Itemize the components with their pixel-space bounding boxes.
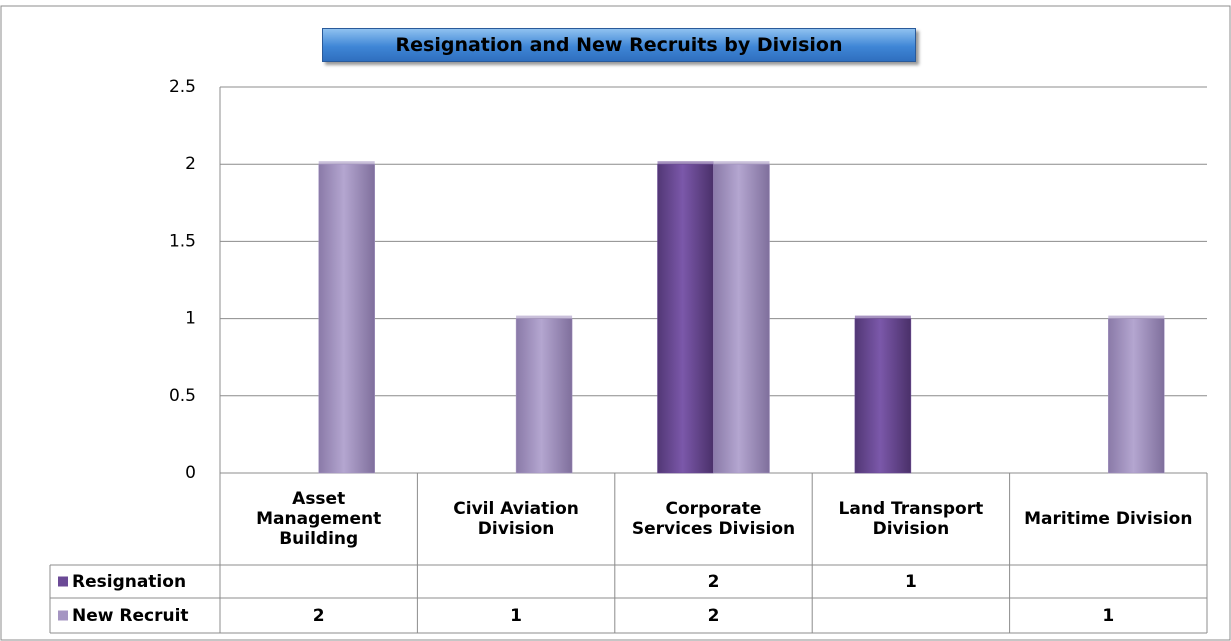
chart-title: Resignation and New Recruits by Division: [322, 28, 916, 62]
bar-top: [516, 315, 573, 319]
table-value: 2: [707, 605, 720, 626]
bar-top: [854, 315, 911, 319]
bar: [854, 318, 912, 474]
x-tick-label: Civil Aviation Division: [453, 499, 579, 539]
table-value: 1: [904, 571, 917, 592]
bar: [318, 163, 375, 474]
y-tick-label: 1: [185, 309, 196, 329]
y-tick-label: 2: [185, 154, 196, 174]
y-tick-label: 0.5: [169, 386, 196, 406]
bar-top: [713, 161, 770, 165]
y-tick-label: 2.5: [169, 77, 196, 97]
bar: [1108, 318, 1165, 474]
x-tick-label: Corporate Services Division: [631, 499, 796, 539]
legend-label: New Recruit: [72, 605, 189, 626]
table-value: 2: [707, 571, 720, 592]
table-value: 1: [510, 605, 522, 626]
legend-key: [58, 576, 68, 587]
bar-top: [657, 161, 714, 165]
legend-label: Resignation: [72, 571, 187, 592]
table-value: 2: [312, 605, 325, 626]
y-tick-label: 0: [185, 463, 196, 483]
x-tick-label: Asset Management Building: [256, 489, 382, 549]
y-tick-label: 1.5: [169, 231, 196, 251]
x-tick-label: Maritime Division: [1024, 509, 1193, 529]
bar-top: [318, 161, 375, 165]
x-tick-label: Land Transport Division: [838, 499, 984, 539]
bar: [515, 318, 573, 474]
bar: [657, 163, 714, 474]
bar: [713, 163, 770, 474]
bar-top: [1108, 315, 1165, 319]
legend-key: [58, 610, 68, 621]
table-value: 1: [1102, 605, 1115, 626]
chart-border: [0, 5, 1231, 641]
